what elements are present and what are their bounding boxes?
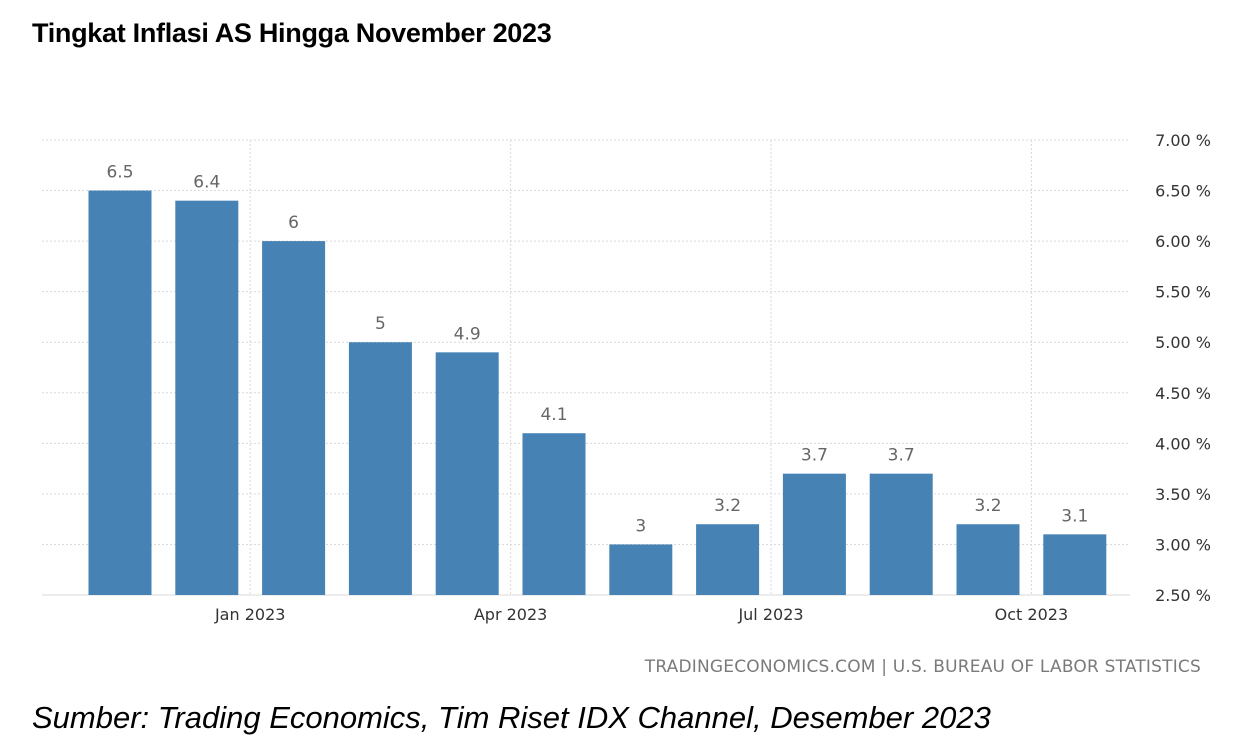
data-label: 3.2 (714, 496, 741, 516)
y-tick-label: 3.50 % (1155, 485, 1211, 504)
x-tick-label: Oct 2023 (995, 605, 1068, 624)
chart-attribution: TRADINGECONOMICS.COM | U.S. BUREAU OF LA… (644, 657, 1201, 677)
bar (262, 241, 326, 595)
bar (522, 433, 586, 595)
data-label: 6 (288, 213, 299, 233)
y-tick-label: 4.50 % (1155, 384, 1211, 403)
y-axis-ticks: 7.00 % 6.50 % 6.00 % 5.50 % 5.00 % 4.50 % 4.00… (1155, 131, 1211, 605)
data-labels: 6.5 6.4 6 5 4.9 4.1 3 3.2 3.7 3.7 3.2 3.1 (106, 163, 1088, 537)
x-tick-label: Apr 2023 (474, 605, 547, 624)
data-label: 4.9 (454, 324, 481, 344)
bar (696, 524, 760, 595)
bar (609, 544, 673, 595)
y-tick-label: 6.00 % (1155, 232, 1211, 251)
chart-title: Tingkat Inflasi AS Hingga November 2023 (32, 18, 552, 48)
bar (435, 352, 499, 595)
bar (88, 190, 152, 596)
y-tick-label: 2.50 % (1155, 586, 1211, 605)
data-label: 3.1 (1061, 506, 1088, 526)
y-tick-label: 6.50 % (1155, 182, 1211, 201)
bar (869, 473, 933, 595)
data-label: 5 (375, 314, 386, 334)
bar (348, 342, 412, 595)
bars (88, 190, 1107, 596)
data-label: 6.5 (106, 163, 133, 183)
y-tick-label: 7.00 % (1155, 131, 1211, 150)
bar (956, 524, 1020, 595)
source-caption: Sumber: Trading Economics, Tim Riset IDX… (32, 700, 991, 735)
data-label: 6.4 (193, 173, 220, 193)
x-axis-ticks: Jan 2023 Apr 2023 Jul 2023 Oct 2023 (214, 605, 1068, 624)
x-tick-label: Jan 2023 (214, 605, 285, 624)
y-tick-label: 5.50 % (1155, 283, 1211, 302)
y-tick-label: 3.00 % (1155, 535, 1211, 554)
bar (1043, 534, 1107, 595)
data-label: 3.7 (888, 446, 915, 466)
y-tick-label: 4.00 % (1155, 434, 1211, 453)
bar (782, 473, 846, 595)
x-tick-label: Jul 2023 (737, 605, 803, 624)
bar (175, 200, 239, 595)
data-label: 4.1 (540, 405, 567, 425)
data-label: 3 (635, 516, 646, 536)
data-label: 3.2 (974, 496, 1001, 516)
data-label: 3.7 (801, 446, 828, 466)
y-tick-label: 5.00 % (1155, 333, 1211, 352)
